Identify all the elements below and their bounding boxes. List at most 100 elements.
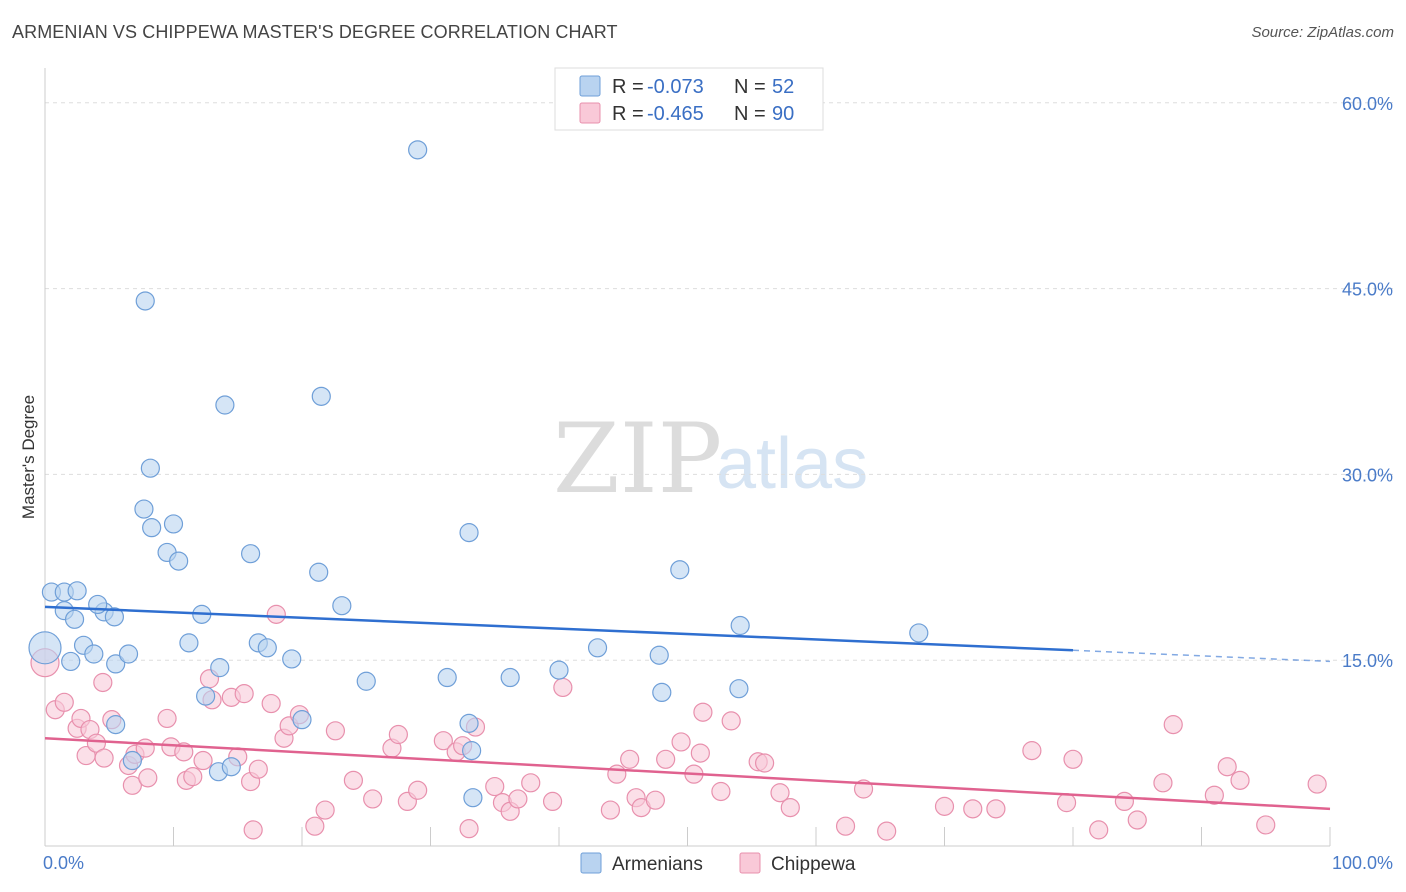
armenians-point (163, 514, 184, 534)
chippewa-point (1256, 815, 1276, 835)
chippewa-point (656, 749, 676, 769)
armenians-point (28, 631, 62, 665)
armenians-point (142, 518, 162, 538)
chippewa-point (261, 693, 281, 714)
chippewa-point (600, 800, 621, 820)
chippewa-point (1022, 741, 1042, 761)
armenians-point (215, 395, 235, 415)
chippewa-point (86, 733, 107, 753)
chippewa-point (459, 819, 479, 839)
armenians-point (122, 750, 142, 771)
chippewa-point (248, 759, 268, 779)
chippewa-point (174, 742, 194, 762)
watermark-atlas: atlas (716, 424, 868, 504)
chippewa-n-value: 90 (772, 103, 794, 125)
chippewa-legend-label: Chippewa (771, 854, 856, 875)
armenians-point (282, 649, 302, 669)
armenians-point (104, 607, 124, 627)
y-tick-label: 60.0% (1342, 94, 1393, 114)
chippewa-point (721, 711, 741, 731)
chippewa-point (1230, 770, 1250, 790)
x-tick-label-max: 100.0% (1332, 853, 1393, 873)
chippewa-r-value: -0.465 (647, 103, 704, 125)
chippewa-point (620, 749, 640, 769)
chippewa-point (754, 753, 775, 773)
armenians-point (311, 386, 331, 406)
x-ticks (173, 827, 1331, 846)
chippewa-point (433, 731, 453, 751)
x-tick-label-min: 0.0% (43, 853, 84, 873)
armenians-legend-label: Armenians (612, 854, 703, 875)
chippewa-point (1204, 785, 1224, 805)
chippewa-point (94, 748, 114, 768)
y-tick-label: 15.0% (1342, 651, 1393, 671)
chippewa-point (963, 799, 983, 819)
chippewa-point (1127, 810, 1147, 830)
armenians-point (356, 671, 376, 691)
armenians-points (28, 140, 929, 808)
armenians-point (135, 291, 155, 311)
stats-legend: R = -0.073 N = 52 R = -0.465 N = 90 (554, 67, 824, 131)
armenians-point (196, 686, 216, 706)
armenians-point (292, 710, 312, 730)
chippewa-r-label: R = (612, 103, 649, 125)
chippewa-legend-swatch (579, 102, 601, 124)
chippewa-point (54, 692, 74, 712)
armenians-point (463, 788, 483, 808)
armenians-point (332, 596, 352, 616)
chippewa-point (521, 773, 541, 793)
gridlines (45, 102, 1393, 661)
chippewa-point (138, 768, 158, 788)
chippewa-point (122, 775, 142, 795)
chippewa-point (986, 799, 1006, 819)
armenians-point (140, 458, 160, 478)
armenians-point (462, 741, 482, 761)
armenians-point (241, 544, 261, 564)
chippewa-point (711, 781, 731, 802)
armenians-point (88, 594, 108, 615)
chippewa-point (343, 770, 363, 790)
chippewa-point (1114, 791, 1135, 812)
chippewa-point (93, 672, 113, 693)
chippewa-point (305, 816, 325, 836)
armenians-point (652, 682, 672, 703)
chippewa-point (485, 776, 505, 797)
chippewa-point (553, 677, 573, 698)
armenians-point (106, 715, 126, 735)
chippewa-point (607, 764, 627, 784)
chippewa-point (645, 790, 665, 810)
chippewa-point (325, 721, 346, 741)
chippewa-point (408, 780, 428, 800)
chippewa-trend-line (44, 736, 1331, 811)
series-legend: Armenians Chippewa (580, 852, 856, 875)
y-tick-label: 45.0% (1342, 280, 1393, 300)
armenians-point (549, 660, 569, 680)
armenians-point (179, 633, 199, 653)
chippewa-point (234, 684, 254, 704)
chippewa-point (542, 791, 563, 812)
armenians-point (500, 667, 520, 688)
chippewa-point (1163, 715, 1183, 735)
armenians-r-value: -0.073 (647, 76, 704, 98)
armenians-point (309, 562, 329, 582)
armenians-point (437, 667, 457, 688)
chippewa-point (671, 732, 691, 752)
chippewa-point (183, 767, 203, 787)
y-axis-label: Master's Degree (19, 395, 38, 519)
armenians-r-label: R = (612, 76, 649, 98)
chippewa-point (1056, 793, 1077, 813)
armenians-point (118, 644, 139, 664)
chippewa-point (1063, 749, 1083, 769)
chippewa-n-label: N = (734, 103, 771, 125)
armenians-n-label: N = (734, 76, 771, 98)
chippewa-point (780, 797, 800, 818)
watermark-zip: ZIP (553, 403, 722, 515)
armenians-point (84, 644, 104, 664)
armenians-bottom-swatch (580, 852, 602, 874)
y-tick-labels: 15.0% 30.0% 45.0% 60.0% (1342, 94, 1393, 671)
chart-source: Source: ZipAtlas.com (1251, 24, 1394, 41)
chippewa-point (363, 789, 383, 809)
armenians-point (649, 645, 669, 665)
chippewa-point (770, 783, 790, 803)
